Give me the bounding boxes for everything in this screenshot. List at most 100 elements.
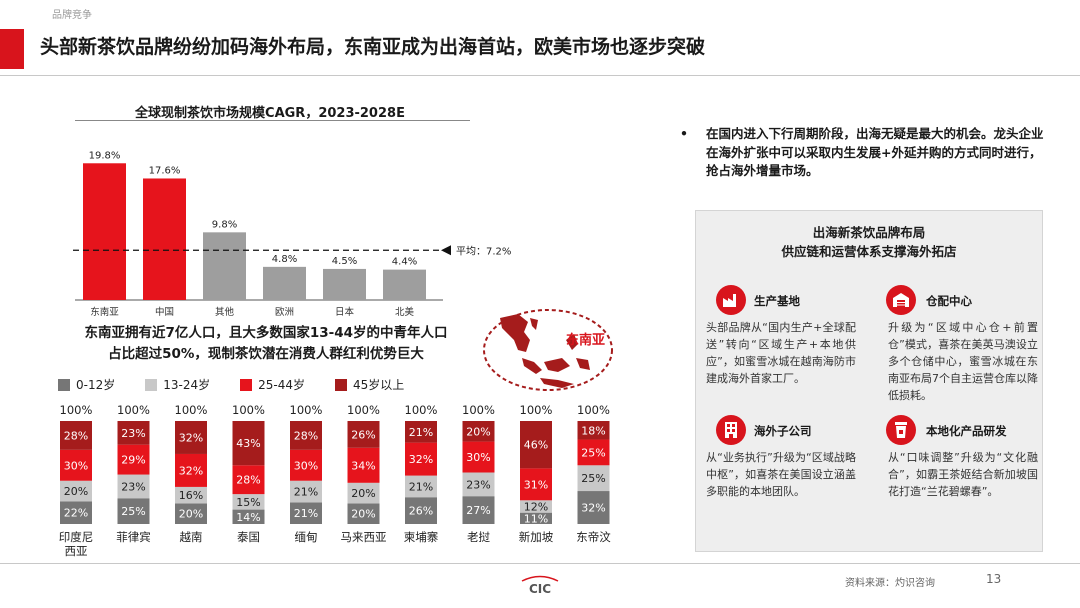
stacked-segment bbox=[405, 475, 437, 498]
segment-label: 20% bbox=[466, 425, 490, 438]
country-label: 缅甸 bbox=[295, 530, 318, 544]
legend-swatch bbox=[58, 378, 70, 391]
stacked-segment bbox=[60, 449, 92, 481]
legend-label: 13-24岁 bbox=[163, 378, 211, 392]
segment-label: 46% bbox=[524, 439, 548, 452]
segment-label: 43% bbox=[236, 437, 260, 450]
total-label: 100% bbox=[60, 403, 93, 417]
panel-item-heading: 本地化产品研发 bbox=[926, 424, 1007, 438]
country-label: 东帝汶 bbox=[576, 530, 611, 544]
drink-cup-icon bbox=[886, 415, 916, 445]
segment-label: 30% bbox=[294, 459, 318, 472]
insight-bullets: 在国内进入下行周期阶段，出海无疑是最大的机会。龙头企业在海外扩张中可以采取内生发… bbox=[680, 125, 1050, 181]
sea-map-land bbox=[500, 314, 590, 388]
stacked-segment bbox=[117, 498, 150, 524]
data-label: 9.8% bbox=[212, 219, 237, 230]
segment-label: 20% bbox=[351, 508, 375, 521]
stacked-segment bbox=[577, 421, 610, 440]
stacked-segment bbox=[117, 421, 150, 445]
stacked-segment bbox=[117, 474, 150, 499]
total-label: 100% bbox=[520, 403, 553, 417]
page-number: 13 bbox=[986, 572, 1002, 586]
total-label: 100% bbox=[347, 403, 380, 417]
segment-label: 11% bbox=[524, 512, 548, 525]
segment-label: 32% bbox=[581, 502, 605, 515]
stacked-segment bbox=[232, 494, 265, 510]
total-label: 100% bbox=[405, 403, 438, 417]
country-label: 菲律宾 bbox=[116, 530, 151, 544]
legend-swatch bbox=[240, 378, 253, 391]
footer-divider bbox=[0, 563, 1080, 564]
country-label: 印度尼 bbox=[59, 530, 94, 544]
segment-label: 32% bbox=[179, 464, 203, 477]
average-label: 平均：7.2% bbox=[456, 245, 511, 257]
stacked-segment bbox=[175, 503, 207, 524]
overseas-layout-panel: 出海新茶饮品牌布局 供应链和运营体系支撑海外拓店 生产基地 头部品牌从“国内生产… bbox=[695, 210, 1043, 552]
category-label: 北美 bbox=[395, 306, 415, 318]
data-label: 4.5% bbox=[332, 256, 357, 267]
cic-logo: CIC bbox=[521, 575, 559, 596]
legend-item: 45岁以上 bbox=[335, 376, 404, 393]
category-label: 欧洲 bbox=[275, 306, 294, 318]
total-label: 100% bbox=[117, 403, 150, 417]
segment-label: 20% bbox=[64, 485, 88, 498]
legend-label: 0-12岁 bbox=[76, 378, 116, 392]
stacked-segment bbox=[462, 441, 495, 473]
cagr-bar bbox=[383, 269, 426, 300]
total-label: 100% bbox=[290, 403, 323, 417]
legend-swatch bbox=[145, 378, 158, 391]
total-label: 100% bbox=[175, 403, 208, 417]
segment-label: 18% bbox=[581, 424, 605, 437]
panel-title-line1: 出海新茶饮品牌布局 bbox=[812, 225, 926, 240]
legend-label: 25-44岁 bbox=[258, 378, 305, 392]
cagr-bar bbox=[83, 163, 126, 300]
factory-icon bbox=[716, 285, 746, 315]
segment-label: 23% bbox=[121, 480, 145, 493]
data-label: 17.6% bbox=[149, 165, 181, 176]
title-accent-bar bbox=[0, 29, 24, 69]
stacked-segment bbox=[577, 465, 610, 492]
data-label: 19.8% bbox=[89, 150, 121, 161]
legend-label: 45岁以上 bbox=[353, 378, 405, 392]
sea-map-outline bbox=[483, 309, 613, 391]
cagr-bar-chart: 19.8% 东南亚 17.6% 中国 9.8% 其他 4.8% 欧洲 4.5% 日本 4.4% 北美 平… bbox=[73, 150, 511, 318]
segment-label: 30% bbox=[466, 451, 490, 464]
stacked-segment bbox=[232, 465, 265, 495]
segment-label: 28% bbox=[64, 429, 88, 442]
age-chart-legend: 0-12岁 13-24岁 25-44岁 45岁以上 bbox=[58, 376, 404, 393]
segment-label: 25% bbox=[121, 505, 145, 518]
sea-map-label: 东南亚 bbox=[566, 332, 605, 348]
stacked-segment bbox=[405, 497, 437, 524]
legend-item: 0-12岁 bbox=[58, 376, 115, 393]
segment-label: 30% bbox=[64, 459, 88, 472]
segment-label: 31% bbox=[524, 478, 548, 491]
segment-label: 21% bbox=[294, 486, 318, 499]
cic-logo-text: CIC bbox=[529, 582, 551, 596]
stacked-segment bbox=[60, 501, 92, 524]
panel-item-heading: 生产基地 bbox=[754, 294, 800, 308]
category-label: 日本 bbox=[335, 306, 355, 318]
average-arrow-icon bbox=[441, 245, 451, 256]
segment-label: 12% bbox=[524, 500, 548, 513]
country-label: 泰国 bbox=[237, 530, 260, 544]
cagr-bar bbox=[323, 268, 366, 300]
country-label: 马来西亚 bbox=[341, 530, 387, 544]
total-label: 100% bbox=[232, 403, 265, 417]
stacked-segment bbox=[520, 500, 552, 513]
segment-label: 28% bbox=[294, 429, 318, 442]
stacked-segment bbox=[462, 496, 495, 524]
segment-label: 14% bbox=[236, 511, 260, 524]
segment-label: 25% bbox=[581, 472, 605, 485]
title-divider bbox=[0, 75, 1080, 76]
stacked-segment bbox=[290, 421, 322, 450]
segment-label: 21% bbox=[409, 426, 433, 439]
panel-item-heading: 海外子公司 bbox=[754, 424, 812, 438]
country-label: 柬埔寨 bbox=[404, 530, 439, 544]
segment-label: 26% bbox=[409, 505, 433, 518]
segment-label: 34% bbox=[351, 459, 375, 472]
panel-item-body: 头部品牌从“国内生产+全球配送”转向“区域生产+本地供应”，如蜜雪冰城在越南海防… bbox=[706, 321, 856, 385]
warehouse-icon bbox=[886, 285, 916, 315]
stacked-segment bbox=[290, 502, 322, 524]
stacked-segment bbox=[232, 421, 265, 466]
